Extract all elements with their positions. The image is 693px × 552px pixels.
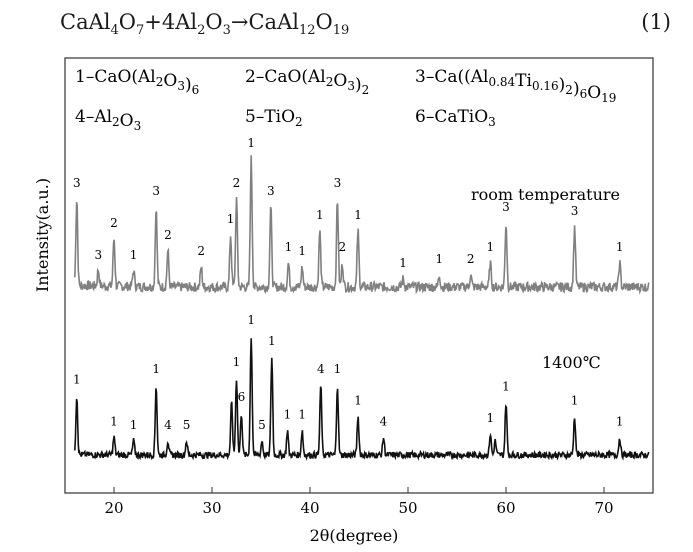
series-line bbox=[74, 155, 650, 295]
peak-label: 1 bbox=[73, 373, 81, 387]
x-tick-label: 20 bbox=[104, 499, 123, 517]
x-axis-label: 2θ(degree) bbox=[310, 526, 399, 545]
peak-label: 1 bbox=[298, 244, 306, 258]
peak-label: 5 bbox=[183, 418, 191, 432]
x-tick-label: 40 bbox=[300, 499, 319, 517]
peak-label: 5 bbox=[258, 418, 266, 432]
peak-label: 2 bbox=[467, 252, 475, 266]
peak-label: 4 bbox=[380, 415, 388, 429]
chart-legend: 1–CaO(Al2O3)6 2–CaO(Al2O3)2 3–Ca((Al0.84Ti… bbox=[75, 67, 616, 133]
peak-label: 1 bbox=[571, 394, 579, 408]
peak-label: 1 bbox=[486, 411, 494, 425]
reaction-equation: CaAl4O7+4Al2O3→CaAl12O19 bbox=[60, 10, 350, 39]
peak-label: 1 bbox=[486, 240, 494, 254]
peak-label: 1 bbox=[152, 362, 160, 376]
peak-label: 1 bbox=[354, 208, 362, 222]
peak-label: 2 bbox=[110, 216, 118, 230]
x-tick-label: 30 bbox=[202, 499, 221, 517]
peak-label: 1 bbox=[354, 394, 362, 408]
peak-label: 3 bbox=[502, 200, 510, 214]
peak-label: 1 bbox=[284, 408, 292, 422]
peak-label: 1 bbox=[227, 212, 235, 226]
peak-label: 3 bbox=[334, 176, 342, 190]
peak-label: 1 bbox=[233, 355, 241, 369]
peak-label: 1 bbox=[110, 415, 118, 429]
series-line bbox=[74, 338, 650, 461]
peak-label: 4 bbox=[317, 362, 325, 376]
peak-label: 3 bbox=[152, 184, 160, 198]
peak-label: 2 bbox=[233, 176, 241, 190]
x-tick-label: 60 bbox=[496, 499, 515, 517]
peak-label: 1 bbox=[130, 248, 138, 262]
x-tick-label: 70 bbox=[594, 499, 613, 517]
peak-label: 1 bbox=[502, 380, 510, 394]
peak-label: 6 bbox=[238, 390, 246, 404]
plot-frame bbox=[64, 57, 654, 494]
y-axis-label: Intensity(a.u.) bbox=[33, 178, 52, 292]
peak-label: 1 bbox=[247, 313, 255, 327]
peak-label: 1 bbox=[436, 252, 444, 266]
peak-label: 3 bbox=[73, 176, 81, 190]
peak-label: 1 bbox=[298, 408, 306, 422]
legend-entry: 5–TiO2 bbox=[245, 107, 303, 129]
peak-label: 1 bbox=[268, 334, 276, 348]
legend-entry: 3–Ca((Al0.84Ti0.16)2)6O19 bbox=[415, 67, 616, 105]
peak-label: 3 bbox=[94, 248, 102, 262]
peak-label: 1 bbox=[334, 362, 342, 376]
peak-label: 1 bbox=[616, 415, 624, 429]
peak-label: 2 bbox=[339, 240, 347, 254]
legend-entry: 6–CaTiO3 bbox=[415, 107, 496, 129]
peak-label: 1 bbox=[399, 256, 407, 270]
series-label: room temperature bbox=[471, 185, 620, 204]
peak-label: 3 bbox=[571, 204, 579, 218]
peak-label: 3 bbox=[267, 184, 275, 198]
peak-label: 1 bbox=[130, 418, 138, 432]
peak-label: 1 bbox=[247, 136, 255, 150]
peak-label: 2 bbox=[164, 228, 172, 242]
equation-number: (1) bbox=[641, 10, 671, 34]
peak-label: 2 bbox=[197, 244, 205, 258]
peak-label: 1 bbox=[316, 208, 324, 222]
legend-entry: 2–CaO(Al2O3)2 bbox=[245, 67, 369, 97]
legend-entry: 1–CaO(Al2O3)6 bbox=[75, 67, 199, 97]
peak-label: 4 bbox=[164, 418, 172, 432]
peak-label: 1 bbox=[285, 240, 293, 254]
x-tick-label: 50 bbox=[398, 499, 417, 517]
legend-entry: 4–Al2O3 bbox=[75, 107, 141, 133]
x-axis: 20 30 40 50 60 70 bbox=[104, 487, 614, 517]
peak-label: 1 bbox=[616, 240, 624, 254]
series-label: 1400℃ bbox=[542, 353, 601, 372]
